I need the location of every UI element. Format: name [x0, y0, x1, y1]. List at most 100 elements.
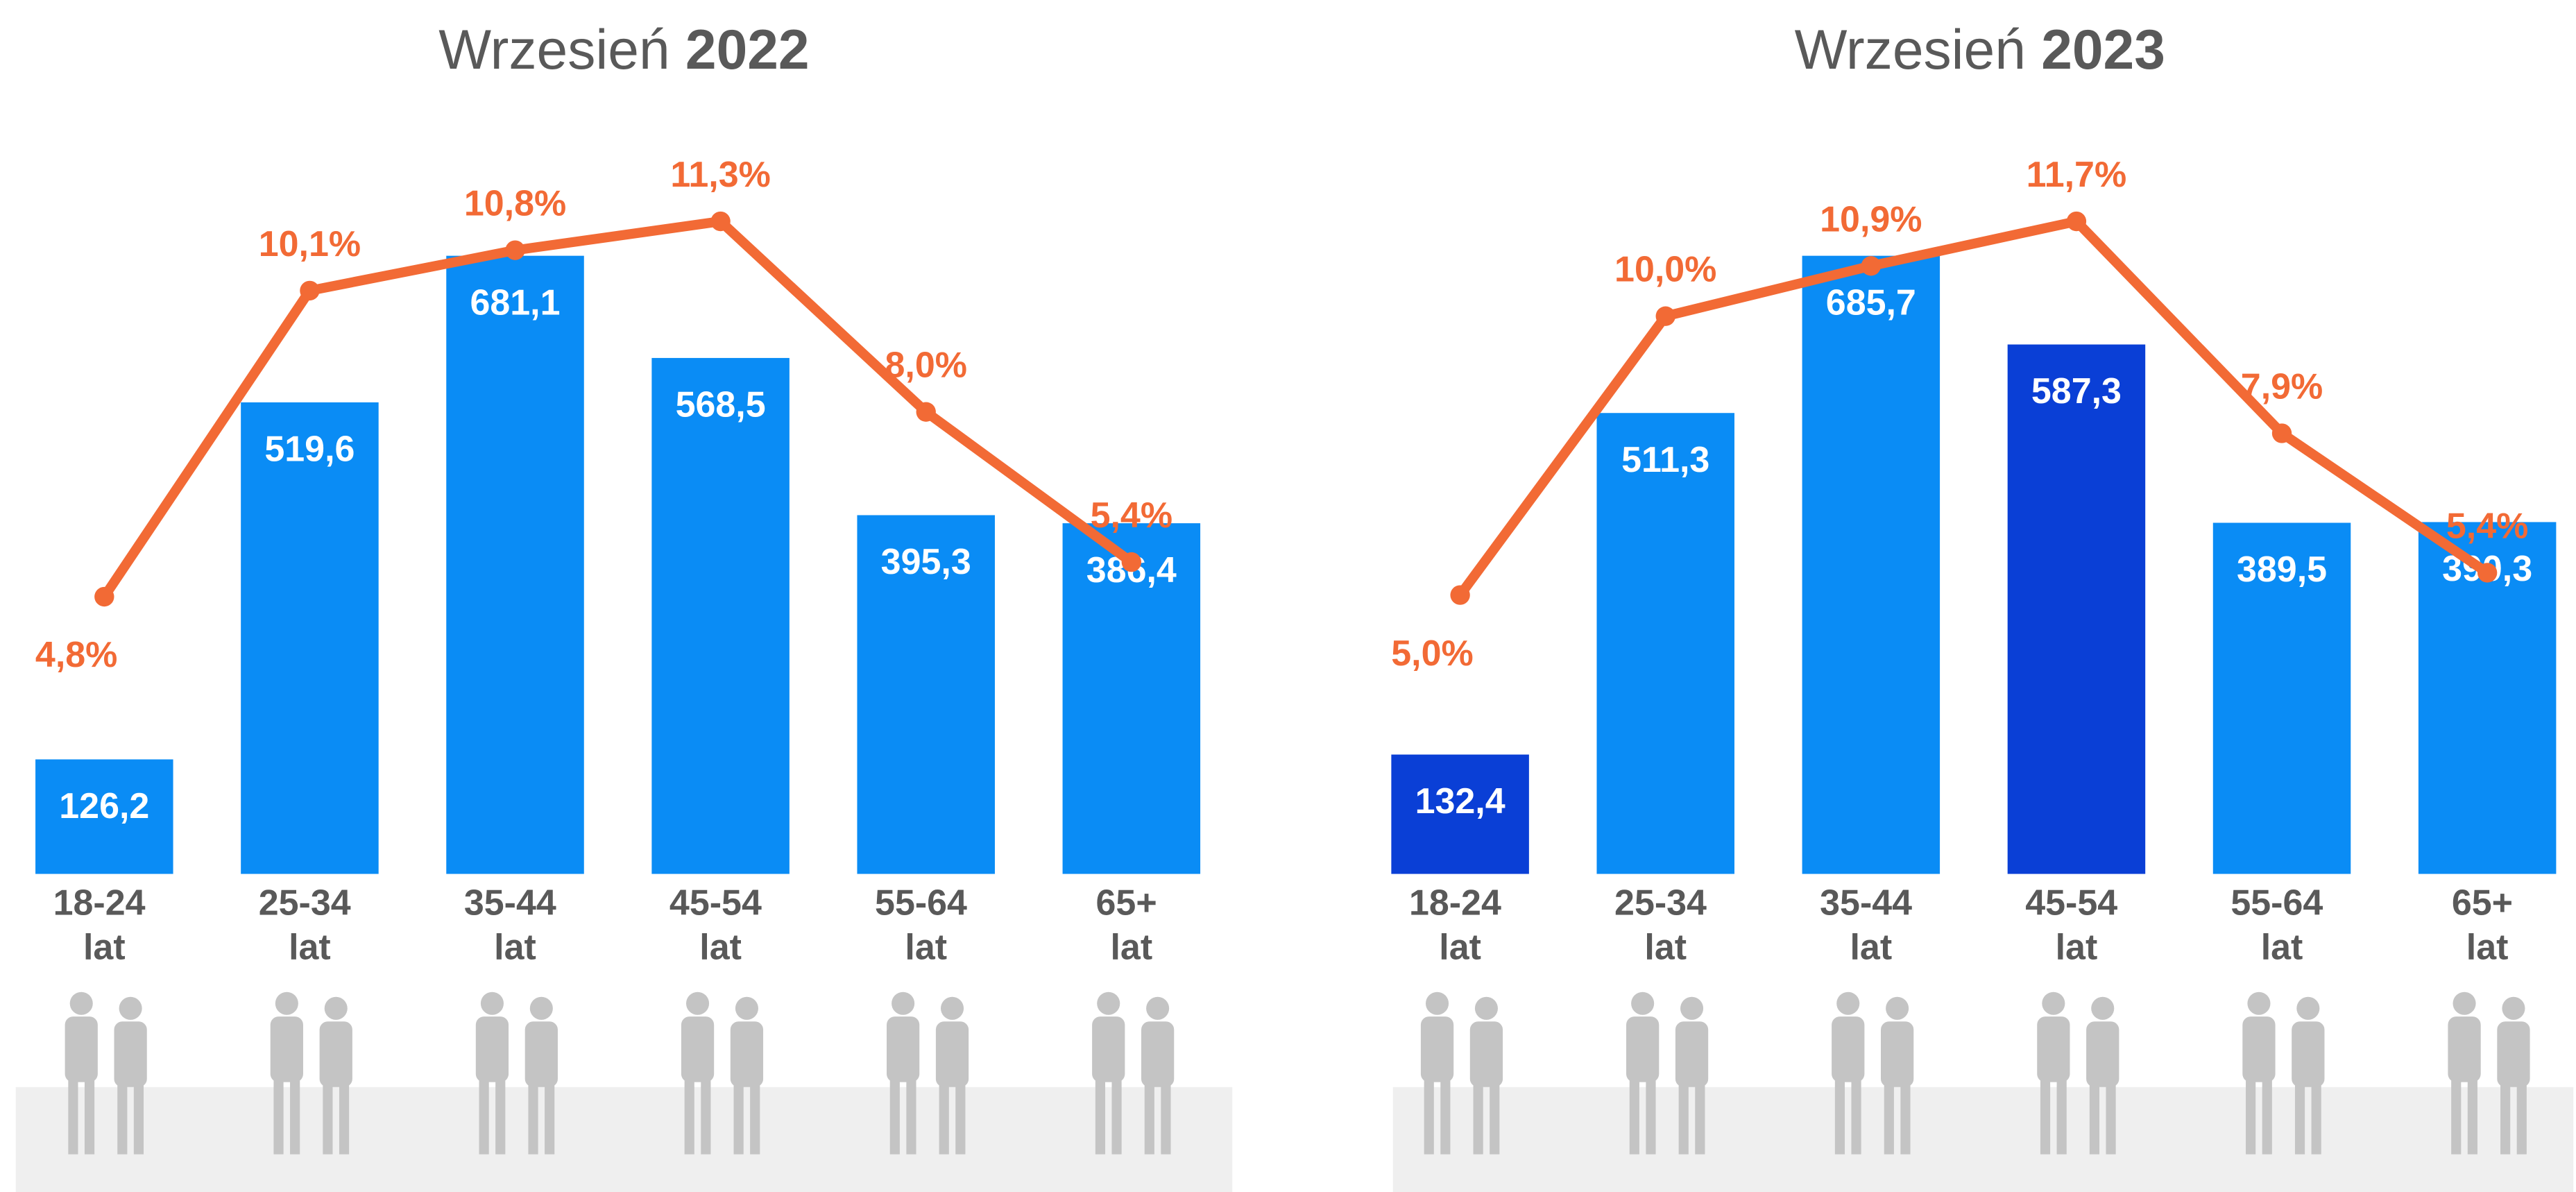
bar-value-label: 685,7 — [1826, 282, 1916, 323]
x-tick-label: 18-24 lat — [1409, 883, 1511, 967]
leg — [2468, 1079, 2477, 1155]
head — [1836, 992, 1859, 1015]
line-value-label: 8,0% — [885, 346, 966, 386]
torso — [2086, 1021, 2119, 1087]
x-tick-label: 65+ lat — [2452, 883, 2523, 967]
line-value-label: 7,9% — [2241, 366, 2323, 407]
leg — [955, 1079, 965, 1155]
leg — [701, 1079, 710, 1155]
text-part: lat — [494, 927, 536, 967]
leg — [1679, 1079, 1689, 1155]
torso — [114, 1021, 146, 1087]
torso — [1421, 1016, 1453, 1082]
bar-value-label: 568,5 — [676, 385, 766, 425]
text-part: lat — [83, 927, 126, 967]
head — [735, 997, 758, 1020]
line-value-label: 10,1% — [259, 224, 361, 264]
text-part: 45-54 — [669, 883, 771, 923]
torso — [936, 1021, 969, 1087]
torso — [2448, 1016, 2480, 1082]
leg — [734, 1079, 744, 1155]
head — [941, 997, 964, 1020]
leg — [2106, 1079, 2115, 1155]
leg — [273, 1079, 283, 1155]
x-tick-label: 35-44 lat — [1820, 883, 1922, 967]
bar — [241, 402, 379, 874]
bar-value-label: 132,4 — [1415, 781, 1505, 821]
leg — [339, 1079, 349, 1155]
bar-value-label: 519,6 — [264, 429, 355, 470]
text-part: 25-34 — [1614, 883, 1716, 923]
ground-band — [1393, 1087, 2573, 1192]
x-tick-label: 45-54 lat — [2025, 883, 2127, 967]
x-tick-label: 35-44 lat — [464, 883, 566, 967]
torso — [1675, 1021, 1708, 1087]
page: Wrzesień 202218-24 lat126,225-34 lat519,… — [0, 0, 2576, 1192]
leg — [545, 1079, 554, 1155]
line-value-label: 4,8% — [35, 635, 117, 675]
torso — [1470, 1021, 1503, 1087]
torso — [2497, 1021, 2530, 1087]
text-part: 65+ — [1096, 883, 1168, 923]
line-value-label: 10,8% — [464, 184, 566, 224]
line-point — [94, 587, 114, 606]
leg — [2090, 1079, 2099, 1155]
line-value-label: 11,3% — [670, 155, 770, 195]
text-part: 35-44 — [1820, 883, 1922, 923]
head — [2042, 992, 2065, 1015]
line-point — [2272, 423, 2292, 443]
leg — [1111, 1079, 1121, 1155]
line-point — [1656, 307, 1675, 326]
x-tick-label: 55-64 lat — [875, 883, 977, 967]
text-part: 2022 — [685, 19, 810, 81]
line-point — [1122, 552, 1141, 572]
torso — [681, 1016, 714, 1082]
torso — [731, 1021, 763, 1087]
text-part: 45-54 — [2025, 883, 2127, 923]
bar — [1802, 256, 1940, 874]
head — [119, 997, 142, 1020]
line-point — [2067, 212, 2086, 231]
line-point — [300, 281, 319, 300]
torso — [2242, 1016, 2275, 1082]
leg — [117, 1079, 127, 1155]
text-part: 55-64 — [2230, 883, 2332, 923]
head — [1631, 992, 1654, 1015]
head — [70, 992, 93, 1015]
leg — [85, 1079, 94, 1155]
x-tick-label: 55-64 lat — [2230, 883, 2332, 967]
bar-value-label: 126,2 — [59, 786, 149, 826]
head — [275, 992, 298, 1015]
head — [892, 992, 914, 1015]
text-part: lat — [1110, 927, 1152, 967]
leg — [1630, 1079, 1639, 1155]
head — [686, 992, 709, 1015]
torso — [65, 1016, 98, 1082]
leg — [1695, 1079, 1705, 1155]
text-part: lat — [2261, 927, 2303, 967]
head — [2453, 992, 2476, 1015]
leg — [939, 1079, 949, 1155]
line-value-label: 10,0% — [1614, 250, 1716, 290]
text-part: lat — [905, 927, 947, 967]
text-part: lat — [2056, 927, 2098, 967]
leg — [2517, 1079, 2527, 1155]
leg — [2040, 1079, 2050, 1155]
torso — [2037, 1016, 2070, 1082]
leg — [479, 1079, 489, 1155]
leg — [1474, 1079, 1483, 1155]
head — [1475, 997, 1498, 1020]
text-part: 35-44 — [464, 883, 566, 923]
bar — [2008, 344, 2146, 874]
torso — [887, 1016, 919, 1082]
torso — [271, 1016, 303, 1082]
line-value-label: 5,4% — [1091, 495, 1172, 536]
leg — [1646, 1079, 1655, 1155]
bar — [1596, 413, 1734, 874]
leg — [1424, 1079, 1434, 1155]
chart: Wrzesień 202218-24 lat126,225-34 lat519,… — [0, 0, 2576, 1192]
head — [1097, 992, 1120, 1015]
torso — [525, 1021, 558, 1087]
leg — [134, 1079, 144, 1155]
head — [481, 992, 504, 1015]
